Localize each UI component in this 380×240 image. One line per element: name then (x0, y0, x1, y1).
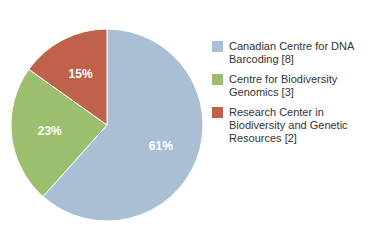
html-text:Biodiversity and Genetic: Biodiversity and Genetic (229, 119, 348, 131)
svg-text:23%: 23% (38, 124, 62, 138)
html-text:Research Center in: Research Center in (229, 106, 324, 118)
svg-text:61%: 61% (149, 139, 173, 153)
html-text:Resources [2]: Resources [2] (229, 132, 297, 144)
html-text:Centre for Biodiversity: Centre for Biodiversity (229, 73, 338, 85)
svg-text:15%: 15% (69, 67, 93, 81)
html-text:Genomics [3]: Genomics [3] (229, 86, 294, 98)
html-text:Canadian Centre for DNA: Canadian Centre for DNA (229, 40, 355, 52)
html-text:Barcoding [8]: Barcoding [8] (229, 53, 294, 65)
